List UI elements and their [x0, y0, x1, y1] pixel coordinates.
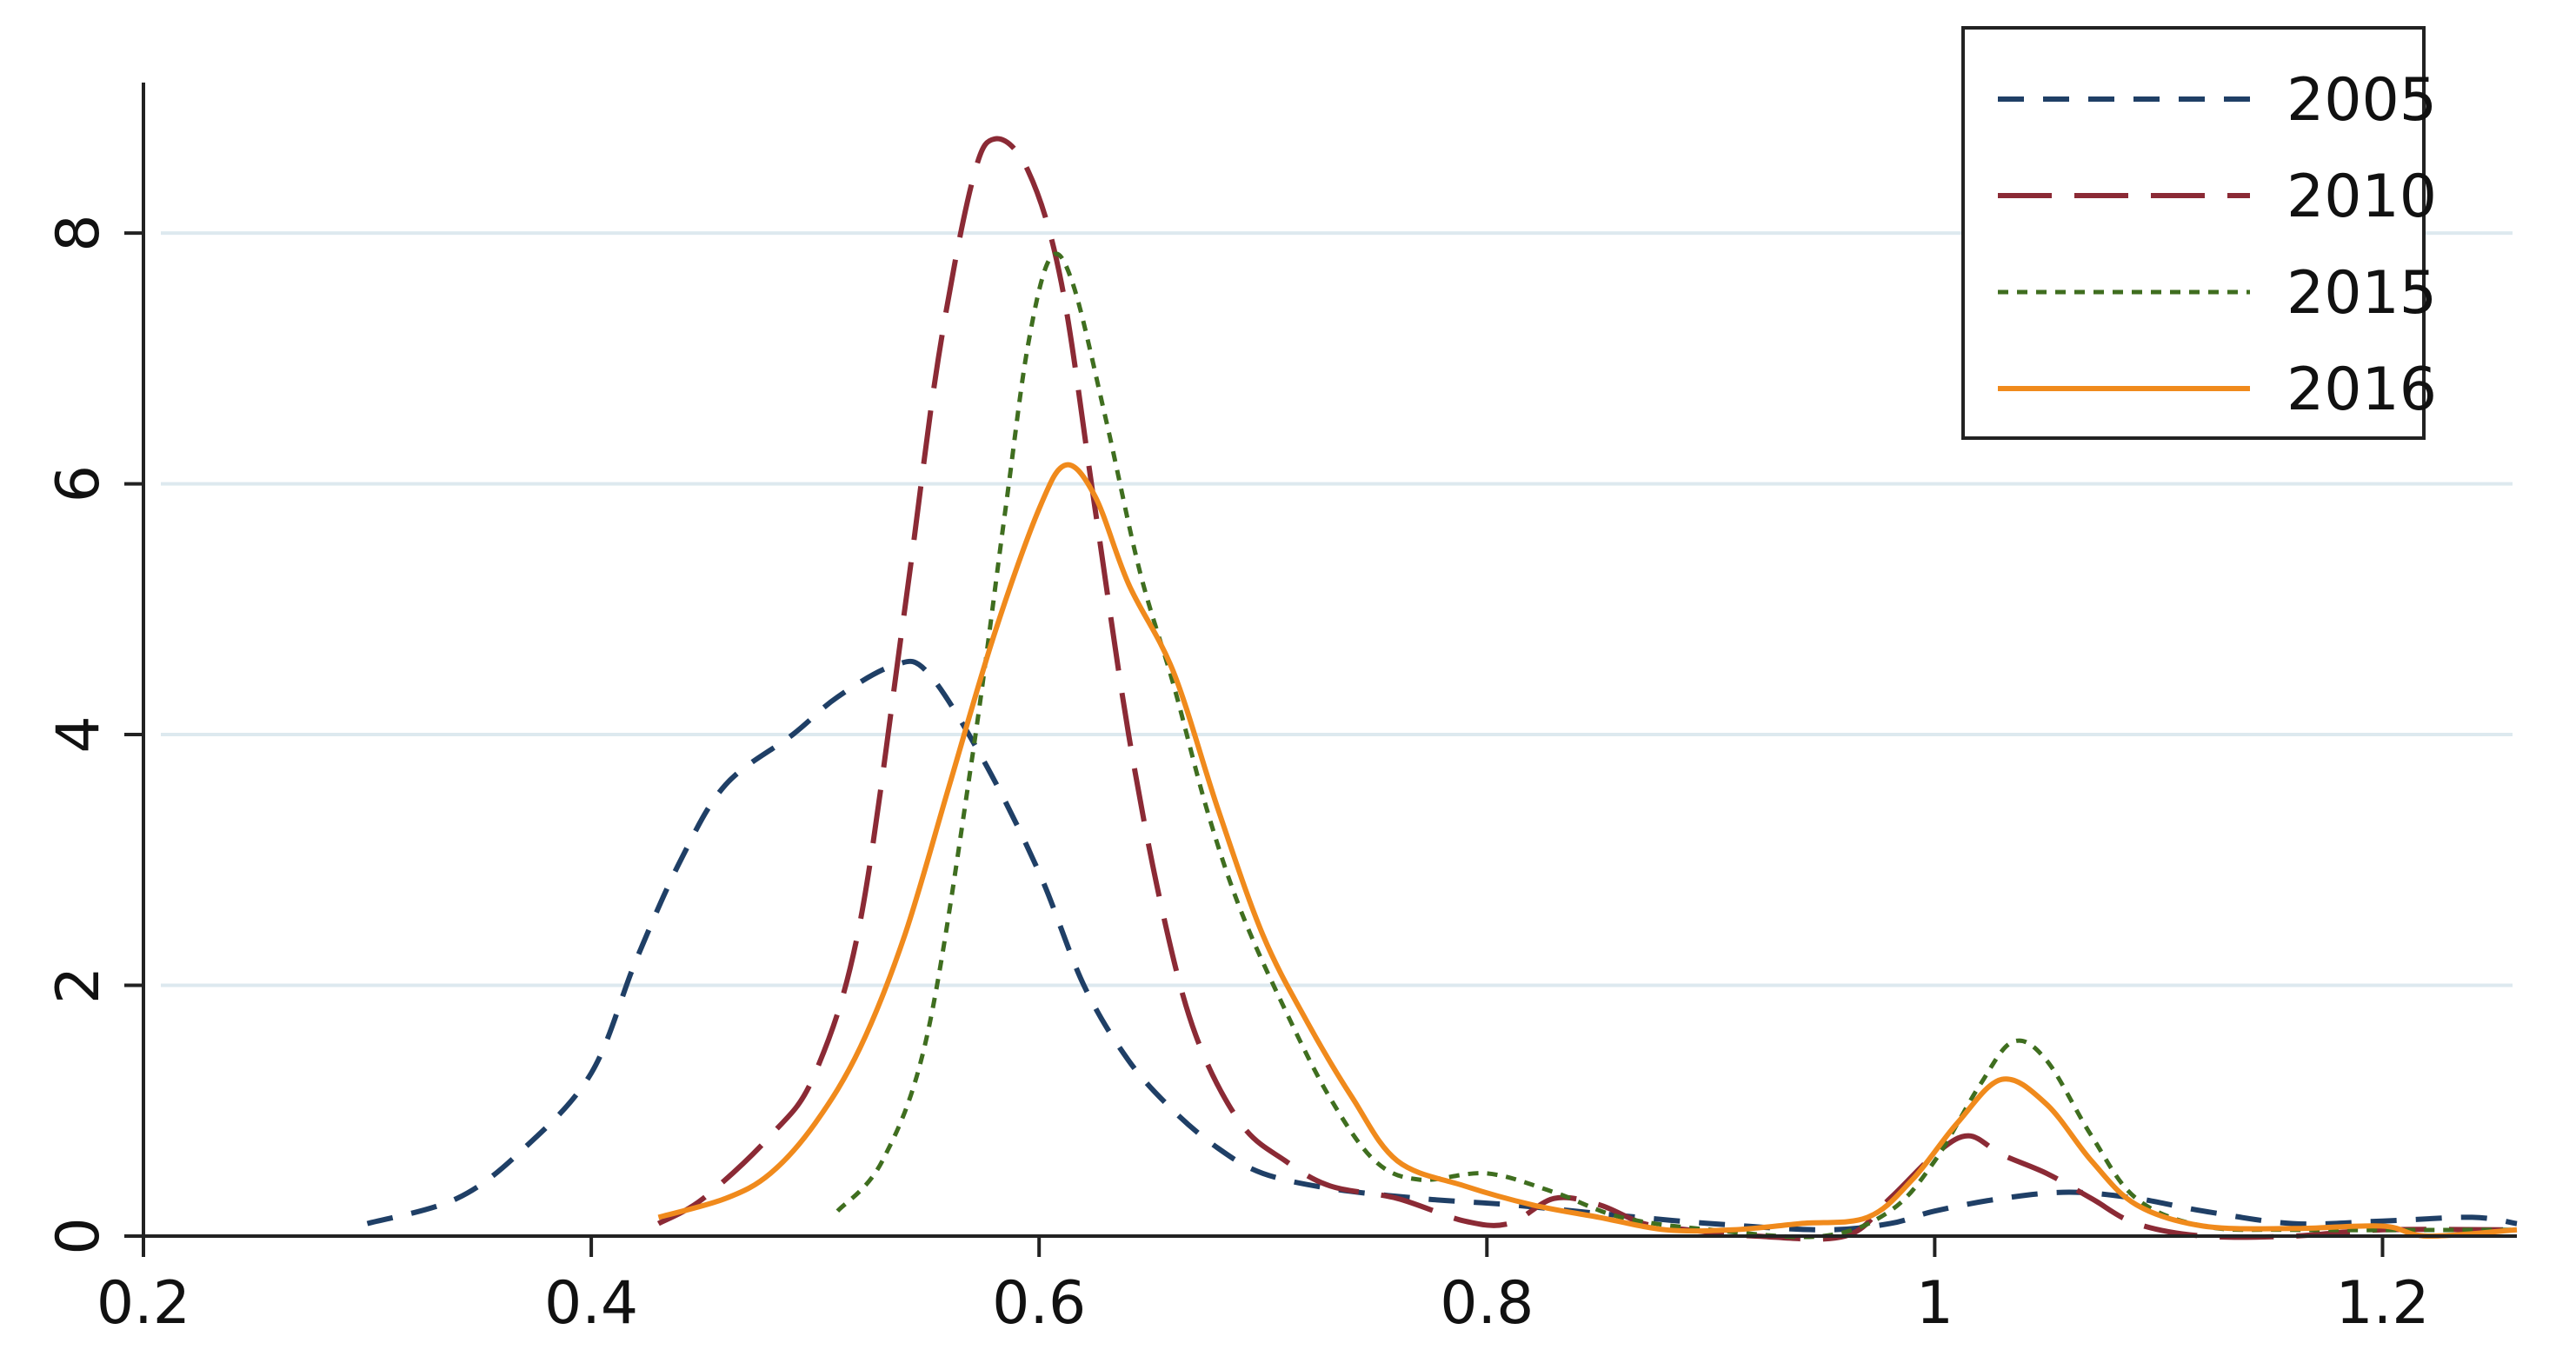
y-tick-label: 8	[44, 214, 113, 251]
series-line-2010	[656, 136, 2518, 1242]
y-tick-label: 2	[44, 967, 113, 1004]
y-tick-label: 0	[44, 1217, 113, 1254]
y-tick-label: 4	[44, 715, 113, 753]
series-lines	[366, 136, 2518, 1242]
legend: 2005 2010 2015 2016	[1961, 26, 2437, 440]
legend-label: 2015	[2286, 259, 2437, 328]
y-tick-label: 6	[44, 465, 113, 502]
x-tick-label: 1	[1916, 1269, 1954, 1338]
axes: 0 2 4 6 8 0.2 0.4 0.6 0.8 1 1.2	[44, 83, 2517, 1338]
series-line-2016	[657, 462, 2518, 1240]
x-tick-label: 1.2	[2335, 1269, 2429, 1338]
x-tick-label: 0.2	[97, 1269, 190, 1338]
legend-box	[1961, 26, 2426, 440]
legend-label: 2010	[2286, 163, 2437, 231]
x-tick-label: 0.4	[544, 1269, 638, 1338]
legend-label: 2005	[2286, 66, 2437, 135]
x-tick-label: 0.8	[1440, 1269, 1534, 1338]
legend-label: 2016	[2286, 356, 2437, 424]
x-tick-label: 0.6	[992, 1269, 1086, 1338]
series-line-2005	[366, 658, 2518, 1233]
series-line-2015	[835, 251, 2518, 1240]
